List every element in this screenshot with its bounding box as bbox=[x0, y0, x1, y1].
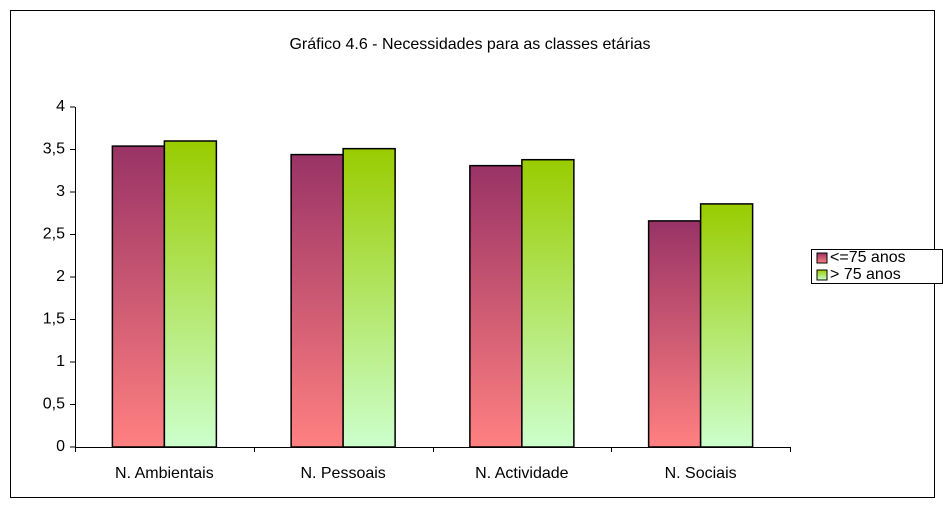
bar bbox=[521, 158, 575, 448]
bar bbox=[111, 145, 166, 448]
y-tick-label: 2 bbox=[56, 268, 65, 285]
x-tick-label: N. Sociais bbox=[665, 465, 737, 482]
y-tick-label: 1,5 bbox=[43, 311, 65, 328]
legend-label: > 75 anos bbox=[830, 266, 901, 283]
y-tick-label: 0 bbox=[56, 438, 65, 455]
bar bbox=[290, 153, 344, 448]
y-tick-label: 1 bbox=[56, 353, 65, 370]
y-tick-label: 2,5 bbox=[43, 226, 65, 243]
bar bbox=[469, 164, 523, 448]
chart-title: Gráfico 4.6 - Necessidades para as class… bbox=[289, 36, 650, 53]
bar bbox=[647, 220, 702, 448]
legend-swatch bbox=[816, 252, 828, 264]
bar bbox=[163, 140, 218, 448]
y-tick-label: 4 bbox=[56, 98, 65, 115]
x-tick-label: N. Actividade bbox=[475, 465, 568, 482]
legend-swatch bbox=[816, 269, 828, 281]
y-tick-label: 3 bbox=[56, 183, 65, 200]
bar bbox=[699, 203, 754, 448]
x-tick-label: N. Pessoais bbox=[300, 465, 385, 482]
x-tick-label: N. Ambientais bbox=[115, 465, 214, 482]
legend-box bbox=[811, 249, 943, 284]
y-tick-label: 3,5 bbox=[43, 141, 65, 158]
bar bbox=[342, 147, 396, 448]
legend-label: <=75 anos bbox=[830, 249, 906, 266]
y-tick-label: 0,5 bbox=[43, 396, 65, 413]
